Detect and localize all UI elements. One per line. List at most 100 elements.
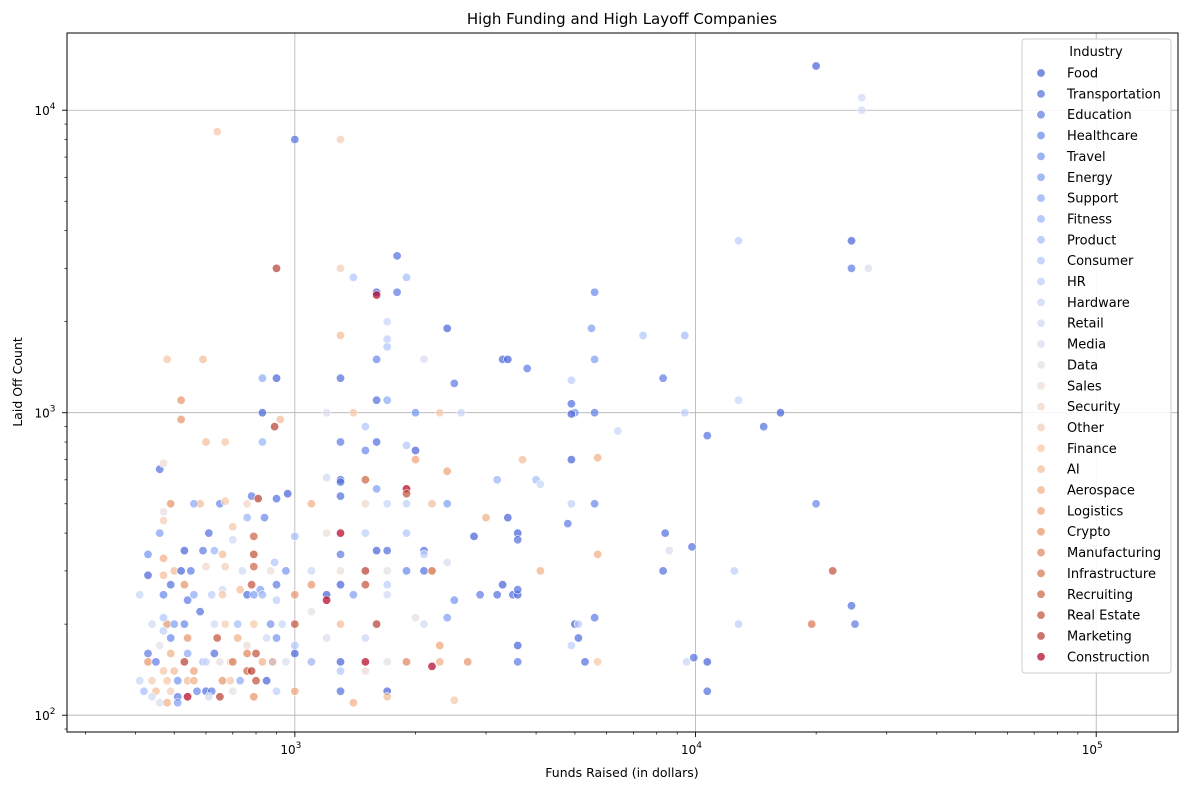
data-point (290, 619, 300, 629)
data-point (166, 648, 176, 658)
data-point (689, 653, 699, 663)
data-point (442, 466, 452, 476)
data-point (503, 513, 513, 523)
data-point (271, 494, 281, 504)
data-point (139, 686, 149, 696)
data-point (372, 437, 382, 447)
data-point (372, 619, 382, 629)
y-tick-label-exponent: 2 (50, 707, 56, 717)
data-point (638, 330, 648, 340)
legend-label: Construction (1067, 650, 1150, 665)
data-point (348, 408, 358, 418)
legend-marker (1036, 652, 1046, 662)
data-point (176, 395, 186, 405)
data-point (179, 546, 189, 556)
data-point (233, 633, 243, 643)
data-point (593, 549, 603, 559)
data-point (335, 135, 345, 145)
legend-marker (1036, 422, 1046, 432)
data-point (159, 516, 169, 526)
data-point (281, 566, 291, 576)
data-point (382, 546, 392, 556)
data-point (360, 566, 370, 576)
data-point (271, 595, 281, 605)
data-point (535, 479, 545, 489)
data-point (401, 272, 411, 282)
data-point (271, 373, 281, 383)
data-point (335, 580, 345, 590)
data-point (807, 619, 817, 629)
data-point (147, 676, 157, 686)
data-point (566, 455, 576, 465)
data-point (189, 666, 199, 676)
data-point (348, 590, 358, 600)
data-point (322, 473, 332, 483)
data-point (257, 373, 267, 383)
data-point (220, 496, 230, 506)
data-point (857, 105, 867, 115)
data-point (811, 61, 821, 71)
data-point (680, 408, 690, 418)
data-point (382, 395, 392, 405)
data-point (183, 648, 193, 658)
data-point (335, 528, 345, 538)
legend-label: Hardware (1067, 296, 1130, 311)
legend-label: Transportation (1066, 87, 1161, 102)
data-point (811, 499, 821, 509)
legend-marker (1036, 235, 1046, 245)
data-point (348, 698, 358, 708)
data-point (566, 640, 576, 650)
data-point (513, 657, 523, 667)
data-point (566, 399, 576, 409)
data-point (322, 408, 332, 418)
data-point (271, 580, 281, 590)
legend-marker (1036, 172, 1046, 182)
data-point (435, 408, 445, 418)
data-point (427, 499, 437, 509)
data-point (449, 378, 459, 388)
data-point (225, 676, 235, 686)
data-point (218, 590, 228, 600)
data-point (382, 342, 392, 352)
legend-marker (1036, 527, 1046, 537)
data-point (143, 648, 153, 658)
data-point (176, 566, 186, 576)
data-point (427, 661, 437, 671)
data-point (271, 686, 281, 696)
legend-marker (1036, 339, 1046, 349)
data-point (348, 272, 358, 282)
data-point (846, 601, 856, 611)
data-point (513, 640, 523, 650)
data-point (215, 692, 225, 702)
data-point (410, 613, 420, 623)
data-point (251, 676, 261, 686)
legend-label: Consumer (1067, 254, 1134, 269)
data-point (586, 323, 596, 333)
data-point (201, 437, 211, 447)
data-point (613, 426, 623, 436)
data-point (242, 499, 252, 509)
data-point (228, 657, 238, 667)
data-point (442, 499, 452, 509)
data-point (435, 657, 445, 667)
data-point (498, 580, 508, 590)
data-point (290, 686, 300, 696)
data-point (275, 414, 285, 424)
data-point (147, 619, 157, 629)
data-point (166, 499, 176, 509)
legend-marker (1036, 297, 1046, 307)
data-point (335, 437, 345, 447)
data-point (249, 549, 259, 559)
data-point (360, 422, 370, 432)
legend-marker (1036, 610, 1046, 620)
data-point (176, 414, 186, 424)
data-point (218, 676, 228, 686)
data-point (249, 531, 259, 541)
legend-label: Manufacturing (1067, 546, 1161, 561)
data-point (335, 477, 345, 487)
data-point (702, 657, 712, 667)
data-point (372, 546, 382, 556)
legend-label: Fitness (1067, 212, 1112, 227)
data-point (335, 330, 345, 340)
data-point (306, 607, 316, 617)
